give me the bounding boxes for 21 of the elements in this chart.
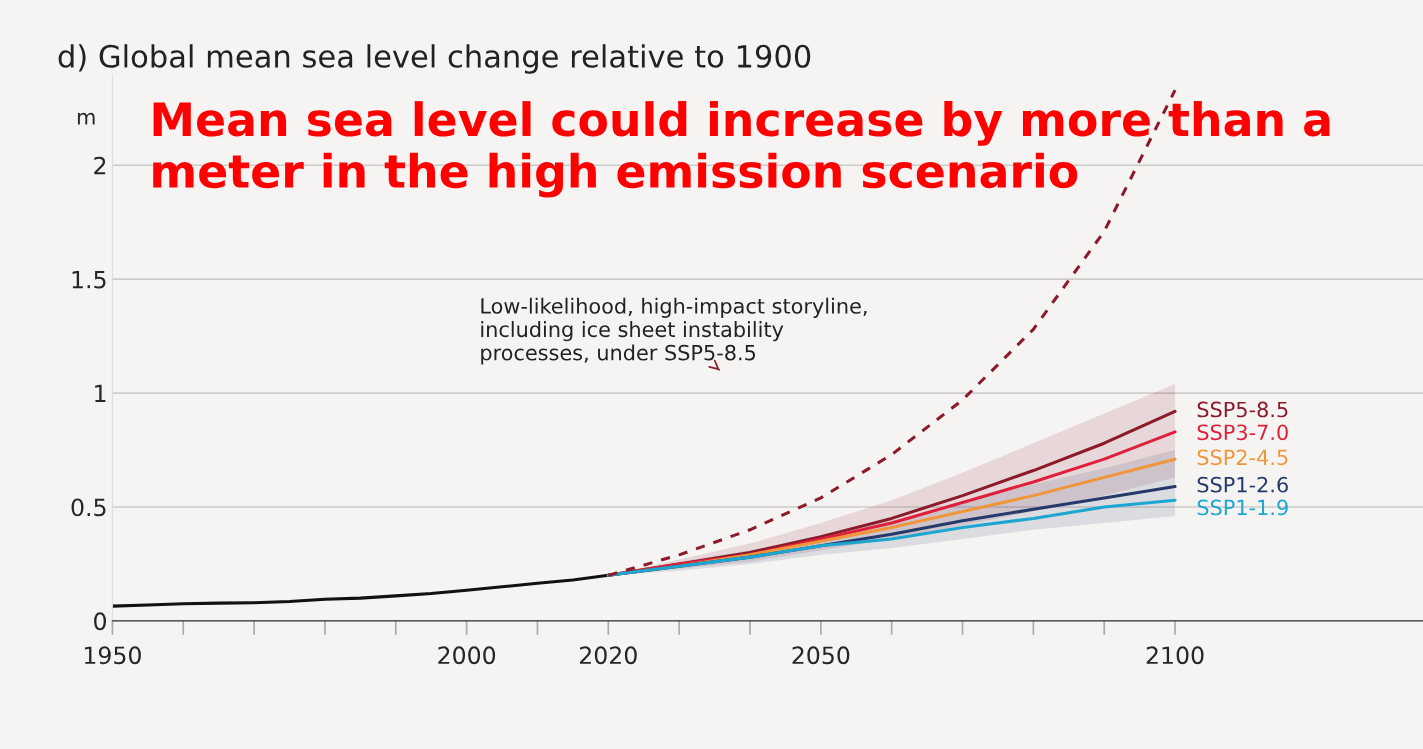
x-tick-label: 2100 (1146, 646, 1204, 665)
series-label: SSP2-4.5 (1197, 449, 1288, 466)
y-axis-title: m (77, 112, 95, 125)
series-label: SSP5-8.5 (1197, 401, 1288, 418)
y-tick-label: 1 (95, 384, 106, 403)
chart-title: d) Global mean sea level change relative to 1900 (58, 44, 811, 74)
x-tick-label: 1950 (84, 646, 141, 665)
y-tick-label: 0.5 (71, 498, 106, 517)
y-tick-label: 2 (94, 156, 106, 175)
y-tick-label: 1.5 (72, 270, 106, 289)
line-series (606, 498, 1177, 577)
x-tick-label: 2020 (580, 646, 637, 665)
x-tick-label: 2050 (792, 646, 850, 665)
annotation: Low-likelihood, high-impact storyline, including ice sheet instability processes, under SSP5-8.5 (481, 297, 867, 365)
series-label: SSP1-2.6 (1197, 476, 1288, 493)
annotation: Mean sea level could increase by more than a meter in the high emission scenario (153, 101, 1330, 198)
y-tick-label: 0 (94, 612, 106, 631)
series-label: SSP3-7.0 (1197, 424, 1288, 441)
series-label: SSP1-1.9 (1197, 499, 1288, 516)
x-tick-label: 2000 (438, 646, 496, 665)
line-series (112, 573, 610, 608)
